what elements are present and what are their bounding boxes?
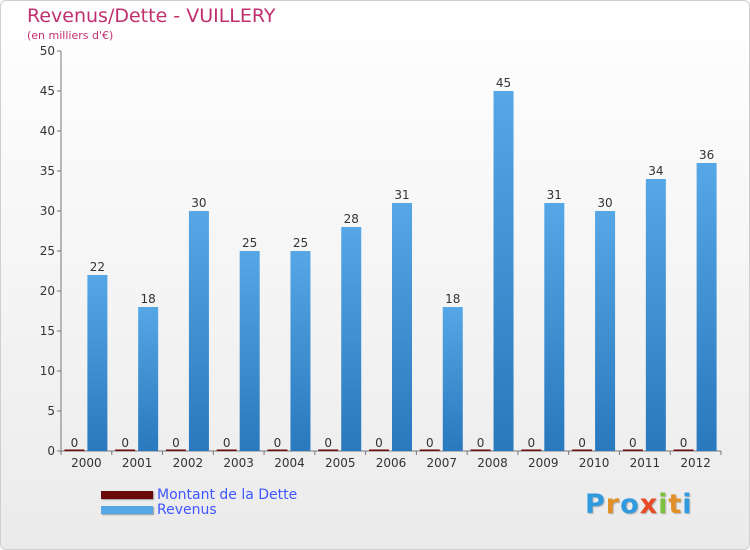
y-tick-label: 45 (40, 84, 55, 98)
revenue-bar (188, 211, 209, 451)
x-tick-label: 2004 (274, 456, 305, 470)
revenue-bar-label: 30 (191, 196, 206, 210)
debt-bar (318, 449, 339, 451)
debt-bar (419, 449, 440, 451)
y-tick-label: 25 (40, 244, 55, 258)
revenue-bar (87, 275, 108, 451)
revenue-bar-label: 18 (141, 292, 156, 306)
debt-bar (165, 449, 186, 451)
revenue-bar-label: 30 (597, 196, 612, 210)
debt-bar-label: 0 (274, 436, 282, 450)
revenue-bar-label: 31 (547, 188, 562, 202)
debt-bar-label: 0 (477, 436, 485, 450)
legend-item-revenue: Revenus (101, 502, 217, 518)
legend-swatch-revenue (101, 506, 153, 514)
revenue-bar-label: 28 (344, 212, 359, 226)
chart-title: Revenus/Dette - VUILLERY (27, 5, 276, 27)
y-tick-label: 5 (47, 404, 55, 418)
y-tick-label: 40 (40, 124, 55, 138)
debt-bar-label: 0 (375, 436, 383, 450)
debt-bar (622, 449, 643, 451)
revenue-bar (645, 179, 666, 451)
debt-bar-label: 0 (223, 436, 231, 450)
x-tick-label: 2007 (426, 456, 457, 470)
debt-bar (369, 449, 389, 451)
revenue-bar (493, 91, 514, 451)
debt-bar (521, 449, 542, 451)
logo-letter: r (605, 489, 621, 520)
revenue-bar (392, 203, 412, 451)
debt-bar (572, 449, 593, 451)
debt-bar-label: 0 (680, 436, 688, 450)
x-tick-label: 2009 (528, 456, 559, 470)
debt-bar-label: 0 (578, 436, 586, 450)
revenue-bar (696, 163, 717, 451)
y-tick-label: 50 (40, 44, 55, 58)
x-tick-label: 2012 (680, 456, 711, 470)
x-tick-label: 2003 (223, 456, 254, 470)
logo-letter: t (668, 489, 683, 520)
debt-bar (267, 449, 288, 451)
x-tick-label: 2008 (477, 456, 508, 470)
revenue-bar-label: 45 (496, 76, 511, 90)
revenue-bar-label: 18 (445, 292, 460, 306)
debt-bar-label: 0 (324, 436, 332, 450)
debt-bar (64, 449, 85, 451)
revenue-bar (138, 307, 159, 451)
revenue-bar (341, 227, 362, 451)
debt-bar-label: 0 (172, 436, 180, 450)
debt-bar-label: 0 (527, 436, 535, 450)
legend-swatch-debt (101, 491, 153, 499)
logo-letter: o (620, 489, 640, 520)
legend-item-debt: Montant de la Dette (101, 487, 298, 503)
legend-label-debt: Montant de la Dette (157, 487, 298, 503)
revenue-bar (544, 203, 565, 451)
y-tick-label: 10 (40, 364, 55, 378)
x-tick-label: 2000 (71, 456, 102, 470)
y-tick-label: 0 (47, 444, 55, 458)
revenue-bar (595, 211, 616, 451)
x-tick-label: 2005 (325, 456, 356, 470)
x-tick-label: 2010 (579, 456, 610, 470)
x-tick-label: 2002 (173, 456, 204, 470)
debt-bar-label: 0 (629, 436, 637, 450)
debt-bar-label: 0 (71, 436, 79, 450)
revenue-bar-label: 25 (293, 236, 308, 250)
revenue-bar-label: 22 (90, 260, 105, 274)
chart-subtitle: (en milliers d'€) (27, 29, 114, 42)
logo-letter: P (585, 489, 606, 520)
x-tick-label: 2006 (376, 456, 407, 470)
logo-letter: x (639, 489, 659, 520)
revenue-bar-label: 36 (699, 148, 714, 162)
legend-label-revenue: Revenus (157, 502, 217, 518)
debt-bar (470, 449, 491, 451)
y-tick-label: 35 (40, 164, 55, 178)
y-tick-label: 30 (40, 204, 55, 218)
revenue-bar-label: 25 (242, 236, 257, 250)
revenue-bar-label: 31 (394, 188, 409, 202)
debt-bar-label: 0 (426, 436, 434, 450)
revenue-bar (239, 251, 260, 451)
logo-letter: i (658, 489, 669, 520)
revenue-bar-label: 34 (648, 164, 663, 178)
x-tick-label: 2001 (122, 456, 153, 470)
revenue-bar (290, 251, 311, 451)
revenue-bar (442, 307, 463, 451)
debt-bar (115, 449, 136, 451)
debt-bar (673, 449, 694, 451)
x-tick-label: 2011 (630, 456, 661, 470)
y-tick-label: 15 (40, 324, 55, 338)
debt-bar-label: 0 (121, 436, 129, 450)
y-tick-label: 20 (40, 284, 55, 298)
proxiti-logo: Proxiti (585, 489, 693, 520)
debt-bar (216, 449, 237, 451)
logo-letter: i (682, 489, 693, 520)
